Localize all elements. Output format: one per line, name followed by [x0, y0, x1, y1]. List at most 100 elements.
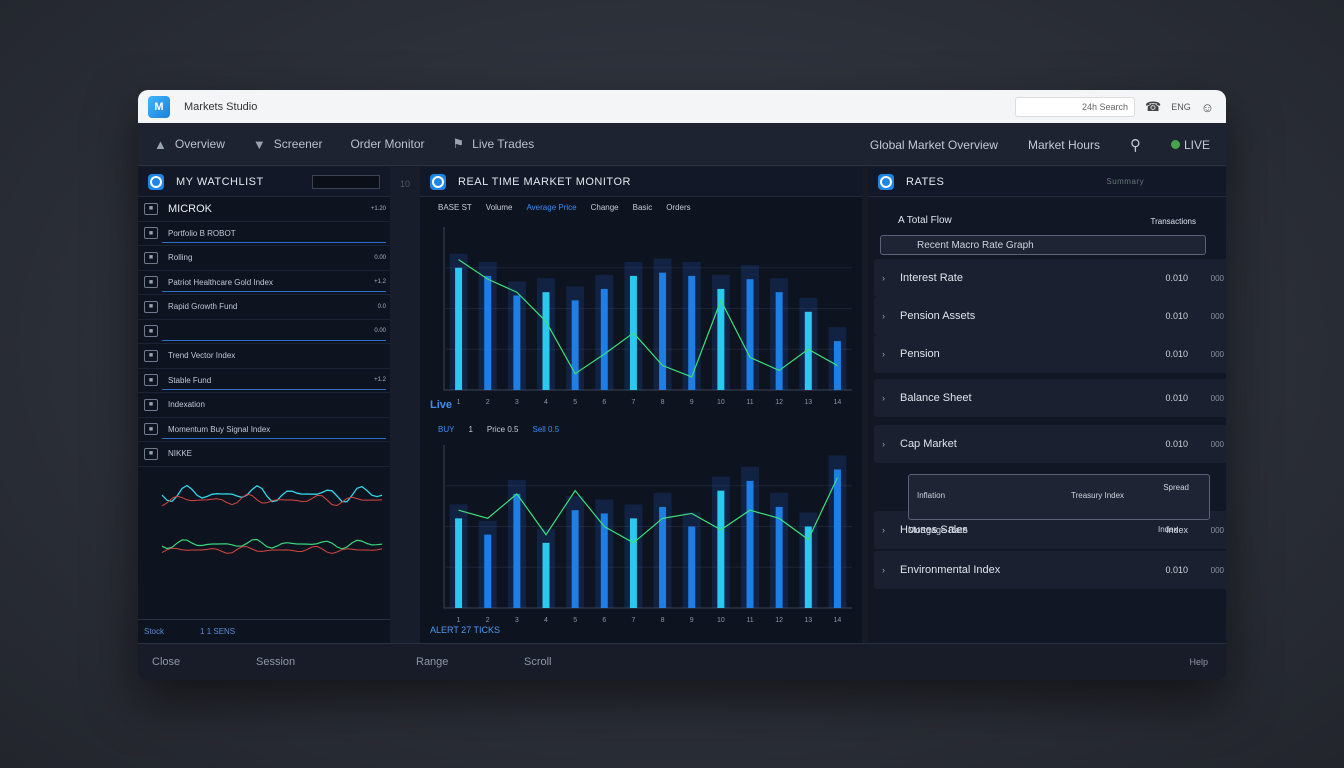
footer-help[interactable]: Help — [1189, 657, 1208, 667]
chart-bar[interactable] — [571, 300, 579, 390]
legend-item[interactable]: Price 0.5 — [486, 425, 519, 434]
chart-bar[interactable] — [484, 534, 492, 608]
chart-bar[interactable] — [717, 288, 725, 390]
x-tick-label: 6 — [602, 617, 606, 624]
chart-bar[interactable] — [571, 510, 579, 608]
x-tick-label: 7 — [631, 617, 635, 624]
x-tick-label: 14 — [834, 617, 842, 624]
chevron-right-icon: › — [882, 565, 885, 575]
watchlist-row[interactable]: ■ Momentum Buy Signal Index — [138, 418, 390, 442]
footer-close[interactable]: Close — [152, 656, 181, 668]
search-icon[interactable]: ⚲ — [1129, 136, 1141, 154]
x-tick-label: 12 — [775, 399, 783, 406]
rate-value: 0.010 — [1165, 311, 1188, 321]
row-label: Momentum Buy Signal Index — [168, 424, 271, 434]
legend-item[interactable]: 1 — [468, 425, 473, 434]
nav-item-order-monitor[interactable]: Order Monitor — [350, 137, 424, 151]
x-tick-label: 9 — [690, 399, 694, 406]
chart-bar[interactable] — [513, 295, 521, 390]
rate-label: Cap Market — [900, 438, 957, 450]
live-dot-icon — [1170, 139, 1180, 149]
watchlist-row[interactable]: ■ NIKKE — [138, 442, 390, 467]
chart-bar[interactable] — [659, 272, 667, 390]
chart-bar[interactable] — [804, 311, 812, 390]
chart-bar[interactable] — [717, 490, 725, 608]
rate-row[interactable]: › Cap Market 0.010 000 — [874, 425, 1226, 463]
chart-bar[interactable] — [775, 292, 783, 390]
macro-rate-search[interactable]: Recent Macro Rate Graph — [880, 235, 1206, 255]
watchlist-row[interactable]: ■ Rolling 0.00 — [138, 246, 390, 271]
legend-item[interactable]: Orders — [666, 203, 691, 212]
nav-item-live-trades[interactable]: ⚑ Live Trades — [453, 136, 535, 152]
chart-bar[interactable] — [833, 341, 841, 390]
chart-bar[interactable] — [542, 542, 550, 608]
footer-scroll[interactable]: Scroll — [524, 656, 552, 668]
x-tick-label: 8 — [661, 399, 665, 406]
legend-item[interactable]: Average Price — [526, 203, 577, 212]
nav-item-screener[interactable]: ▼ Screener — [253, 137, 323, 152]
chart-bar[interactable] — [600, 513, 608, 608]
chart-bar[interactable] — [484, 275, 492, 390]
watchlist-row[interactable]: ■ Trend Vector Index — [138, 344, 390, 369]
watchlist-icon — [148, 173, 164, 190]
mortgage-value: Index — [1158, 525, 1178, 534]
chart-bar[interactable] — [629, 518, 637, 608]
chart-bar[interactable] — [688, 275, 696, 390]
chart-line-series — [458, 259, 838, 378]
x-tick-label: 4 — [544, 399, 548, 406]
legend-item[interactable]: Basic — [632, 203, 653, 212]
watchlist-row[interactable]: ■ Patriot Healthcare Gold Index +1.2 — [138, 271, 390, 295]
spread-label: Spread — [1163, 483, 1189, 492]
footer-range[interactable]: Range — [416, 656, 449, 668]
legend-item[interactable]: Volume — [485, 203, 513, 212]
rate-row[interactable]: › Environmental Index 0.010 000 — [874, 551, 1226, 589]
watchlist-row[interactable]: ■ 0.00 — [138, 320, 390, 344]
chart-bar[interactable] — [542, 292, 550, 390]
x-tick-label: 2 — [486, 399, 490, 406]
legend-item[interactable]: Sell 0.5 — [532, 425, 560, 434]
chevron-right-icon: › — [882, 439, 885, 449]
chart-bar[interactable] — [775, 506, 783, 608]
global-market-link[interactable]: Global Market Overview — [869, 137, 998, 152]
user-icon[interactable]: ☺ — [1200, 99, 1214, 115]
legend-item[interactable]: Change — [590, 203, 619, 212]
inflation-box[interactable]: Inflation Treasury Index Spread — [908, 474, 1210, 520]
row-value: 0.0 — [377, 303, 386, 310]
market-hours-link[interactable]: Market Hours — [1027, 137, 1100, 152]
rate-row[interactable]: › Balance Sheet 0.010 000 — [874, 379, 1226, 417]
monitor-chart-1[interactable]: 1 2 3 4 5 6 7 8 9 10 11 12 13 14 — [420, 217, 862, 412]
chart-bar[interactable] — [804, 526, 812, 609]
watchlist-row[interactable]: ■ Stable Fund +1.2 — [138, 369, 390, 393]
nav-item-overview[interactable]: ▲ Overview — [154, 137, 225, 152]
chart-bar[interactable] — [746, 480, 754, 608]
watchlist-row[interactable]: ■ Rapid Growth Fund 0.0 — [138, 295, 390, 320]
chart-bar[interactable] — [455, 267, 463, 390]
row-label: Rapid Growth Fund — [168, 302, 238, 312]
chart-bar[interactable] — [833, 469, 841, 608]
sparkline-green — [161, 538, 383, 550]
chart-bar[interactable] — [455, 518, 463, 608]
legend-item[interactable]: BUY — [438, 425, 455, 434]
chart-bar[interactable] — [746, 279, 754, 390]
rates-panel: RATES Summary A Total Flow Transactions … — [868, 167, 1226, 643]
rate-row[interactable]: › Interest Rate 0.010 000 — [874, 259, 1226, 297]
chart-bar[interactable] — [688, 526, 696, 609]
language-selector[interactable]: ENG — [1171, 102, 1191, 112]
chart-bar[interactable] — [600, 288, 608, 390]
rate-row[interactable]: › Pension 0.010 000 — [874, 335, 1226, 373]
notification-icon[interactable]: ☎ — [1145, 99, 1162, 114]
monitor-chart-2[interactable]: 1 2 3 4 5 6 7 8 9 10 11 12 13 14 — [420, 435, 862, 630]
title-search-input[interactable]: 24h Search — [1015, 97, 1135, 117]
watchlist-filter-input[interactable] — [312, 174, 380, 189]
nav-bar: ▲ Overview ▼ Screener Order Monitor ⚑ Live … — [138, 123, 1226, 166]
legend-item[interactable]: BASE ST — [438, 203, 472, 212]
chart-bar[interactable] — [659, 506, 667, 608]
rate-label: Balance Sheet — [900, 392, 972, 404]
watchlist-row[interactable]: ■ Portfolio B ROBOT — [138, 222, 390, 246]
footer-session[interactable]: Session — [256, 656, 296, 668]
x-tick-label: 8 — [661, 617, 665, 624]
rate-row[interactable]: › Pension Assets 0.010 000 — [874, 297, 1226, 335]
watchlist-row[interactable]: ■ Indexation — [138, 393, 390, 418]
chart-bar[interactable] — [513, 493, 521, 608]
watchlist-row[interactable]: ■ MICROK +1.20 — [138, 197, 390, 222]
